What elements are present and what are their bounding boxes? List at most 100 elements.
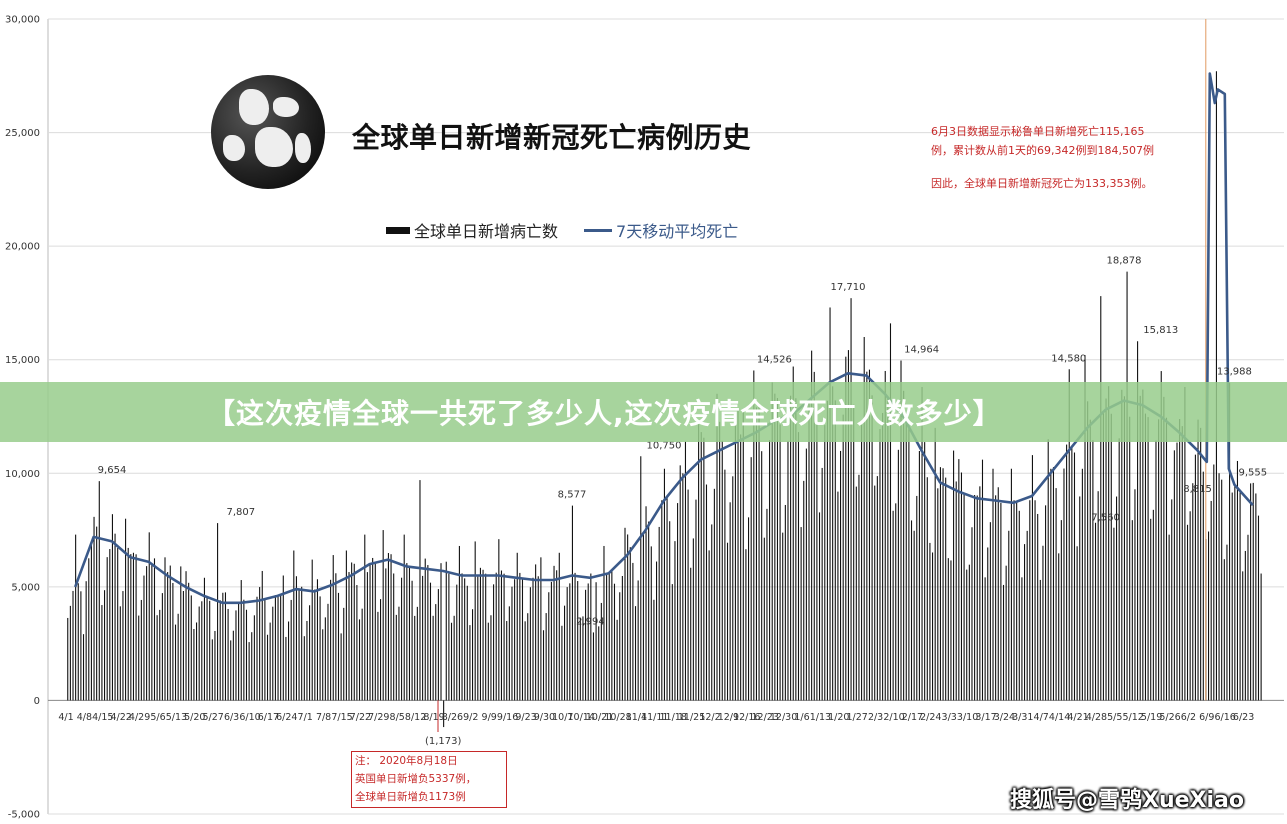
daily-bar bbox=[298, 588, 300, 701]
daily-bar bbox=[511, 586, 513, 701]
daily-bar bbox=[737, 408, 739, 701]
daily-bar bbox=[1186, 524, 1189, 701]
daily-bar bbox=[153, 558, 156, 701]
daily-bar bbox=[642, 532, 644, 701]
daily-bar bbox=[598, 626, 600, 701]
chart-title: 全球单日新增新冠死亡病例历史 bbox=[352, 121, 752, 154]
daily-bar bbox=[732, 476, 734, 701]
x-tick-label: 9/23 bbox=[515, 712, 536, 723]
y-tick-label: 30,000 bbox=[5, 15, 40, 26]
daily-bar bbox=[1257, 515, 1260, 701]
daily-bar bbox=[824, 425, 826, 701]
data-label: 9,555 bbox=[1238, 467, 1267, 478]
daily-bar bbox=[700, 432, 702, 701]
daily-bar bbox=[398, 606, 400, 701]
daily-bar bbox=[671, 584, 673, 701]
daily-bar bbox=[845, 356, 847, 701]
daily-bar bbox=[482, 569, 484, 701]
daily-bar bbox=[958, 459, 960, 701]
daily-bar bbox=[1176, 442, 1178, 701]
daily-bar bbox=[1184, 386, 1186, 701]
y-tick-label: 20,000 bbox=[5, 242, 40, 253]
daily-bar bbox=[558, 552, 560, 701]
daily-bar bbox=[493, 584, 495, 701]
daily-bar bbox=[832, 386, 834, 701]
daily-bar bbox=[834, 400, 836, 701]
daily-bar bbox=[553, 565, 555, 701]
daily-bar bbox=[587, 583, 589, 701]
daily-bar bbox=[1192, 483, 1194, 701]
daily-bar bbox=[918, 451, 920, 701]
daily-bar bbox=[193, 629, 195, 701]
daily-bar bbox=[1158, 419, 1160, 701]
daily-bar bbox=[466, 585, 468, 701]
daily-bar bbox=[196, 622, 198, 701]
daily-bar bbox=[1142, 389, 1144, 701]
daily-bar bbox=[274, 595, 276, 701]
daily-bar bbox=[1008, 530, 1010, 701]
y-tick-label: -5,000 bbox=[8, 810, 40, 821]
daily-bar bbox=[1113, 527, 1115, 701]
daily-bar bbox=[963, 492, 965, 701]
daily-bar bbox=[161, 593, 163, 701]
daily-bar bbox=[516, 552, 518, 701]
annotations: 9,654 7,807 (1,173) 8,577 2,994 10,750 14,526 1… bbox=[98, 256, 1267, 747]
daily-bar bbox=[1168, 534, 1170, 701]
x-tick-label: 12/2 bbox=[699, 712, 720, 723]
x-tick-label: 8/19 bbox=[423, 712, 444, 723]
daily-bar bbox=[419, 480, 421, 701]
daily-bar bbox=[535, 564, 537, 701]
daily-bar bbox=[1094, 522, 1097, 701]
daily-bar bbox=[377, 611, 379, 701]
daily-bar bbox=[245, 609, 248, 701]
x-tick-label: 2/10 bbox=[883, 712, 904, 723]
x-tick-label: 7/29 bbox=[368, 712, 389, 723]
daily-bar bbox=[77, 583, 79, 701]
daily-bar bbox=[445, 561, 447, 701]
daily-bar bbox=[903, 390, 905, 701]
daily-bar bbox=[351, 562, 353, 701]
x-tick-label: 12/30 bbox=[770, 712, 797, 723]
daily-bar bbox=[348, 572, 350, 701]
data-label: 18,878 bbox=[1107, 256, 1142, 267]
daily-bar bbox=[816, 400, 818, 701]
daily-bar bbox=[582, 616, 584, 701]
daily-bar bbox=[337, 592, 340, 701]
daily-bar bbox=[235, 610, 237, 701]
x-tick-label: 11/18 bbox=[660, 712, 687, 723]
x-tick-label: 12/16 bbox=[733, 712, 760, 723]
daily-bar bbox=[295, 576, 297, 701]
daily-bar bbox=[863, 337, 865, 701]
daily-bar bbox=[1160, 371, 1162, 701]
x-tick-label: 3/24 bbox=[994, 712, 1015, 723]
daily-bar bbox=[266, 634, 269, 701]
daily-bar bbox=[871, 395, 873, 701]
daily-bar bbox=[861, 424, 863, 701]
daily-bar bbox=[269, 622, 271, 701]
daily-bar bbox=[90, 541, 92, 701]
daily-bar bbox=[490, 615, 492, 701]
daily-bar bbox=[527, 613, 529, 701]
y-tick-label: 10,000 bbox=[5, 469, 40, 480]
daily-bar bbox=[908, 424, 910, 701]
daily-bar bbox=[143, 575, 145, 701]
daily-bar bbox=[1255, 493, 1257, 701]
daily-bar bbox=[1024, 544, 1026, 701]
daily-bar bbox=[992, 468, 994, 701]
daily-bar bbox=[174, 624, 177, 701]
daily-bar bbox=[514, 579, 516, 701]
daily-bar bbox=[905, 416, 907, 701]
x-tick-label: 5/27 bbox=[203, 712, 224, 723]
daily-bar bbox=[837, 491, 839, 701]
daily-bar bbox=[1034, 500, 1036, 701]
x-tick-label: 3/17 bbox=[975, 712, 996, 723]
daily-bar bbox=[1231, 492, 1233, 701]
daily-bar bbox=[1126, 271, 1128, 701]
daily-bar bbox=[682, 473, 684, 701]
daily-bar bbox=[634, 606, 637, 701]
daily-bar bbox=[1147, 417, 1149, 701]
daily-bar bbox=[895, 503, 897, 701]
daily-bar bbox=[705, 484, 708, 701]
daily-bar bbox=[106, 557, 108, 701]
daily-bar bbox=[939, 467, 941, 701]
